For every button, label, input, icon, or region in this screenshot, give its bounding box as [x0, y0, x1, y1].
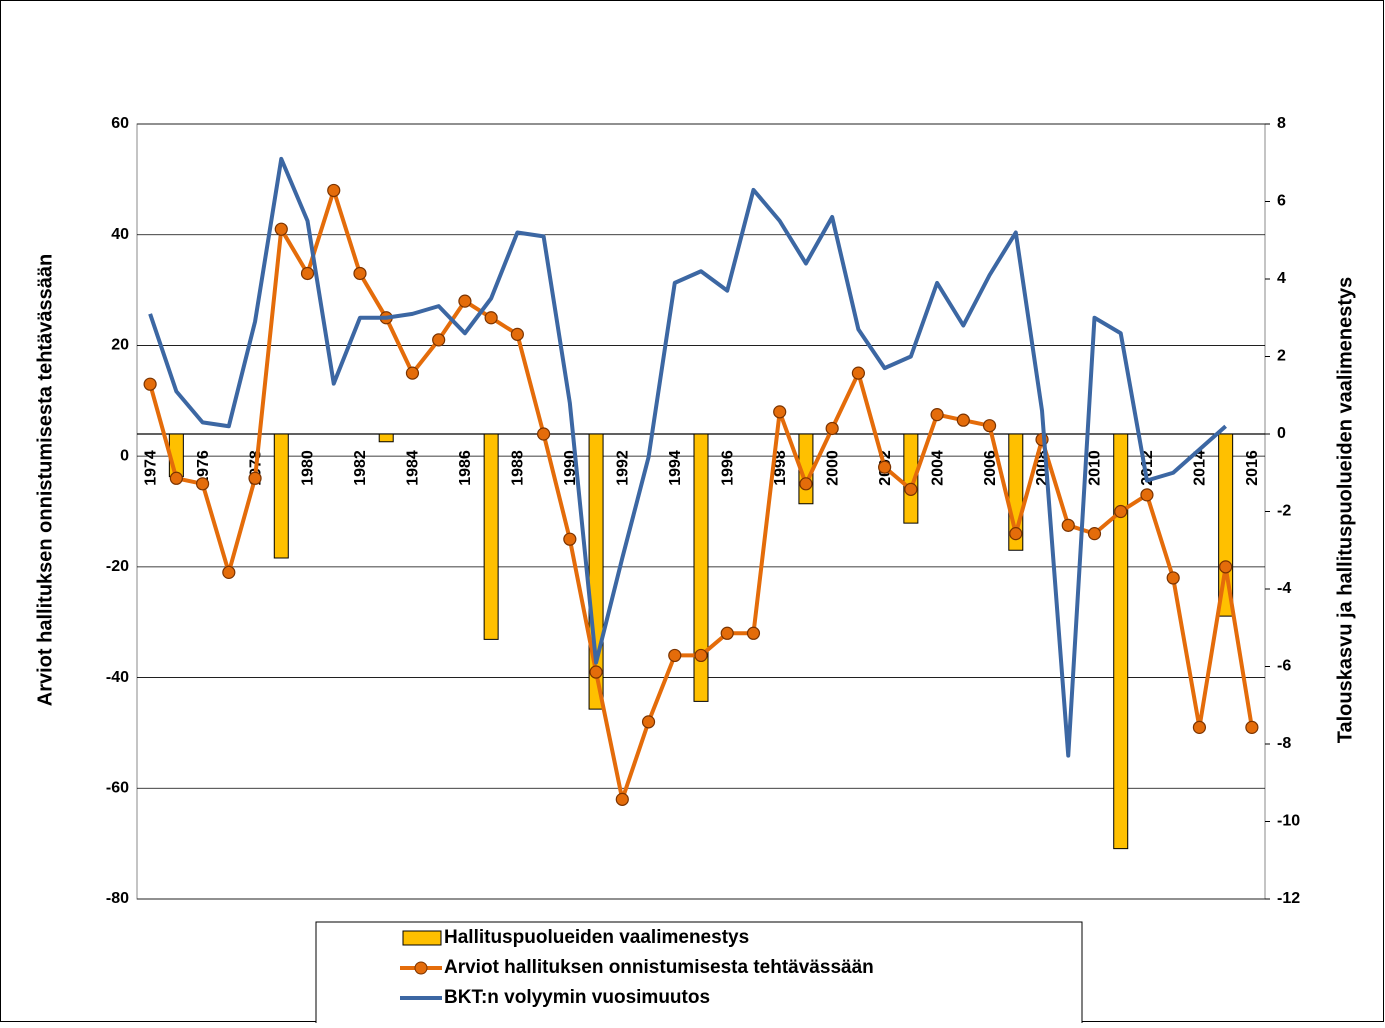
x-tick-label: 1980 — [300, 450, 317, 486]
marker — [484, 311, 498, 325]
y2-tick-label: 0 — [1277, 425, 1286, 442]
marker — [327, 183, 341, 198]
y2-tick-label: -12 — [1277, 890, 1300, 907]
y-axis-title: Arviot hallituksen onnistumisesta tehtäv… — [34, 254, 56, 706]
marker — [274, 222, 288, 236]
bar — [903, 433, 919, 524]
x-tick-label: 1994 — [667, 450, 684, 486]
y-tick-label: 60 — [111, 115, 129, 132]
marker — [563, 532, 577, 546]
bar — [1113, 433, 1129, 850]
marker — [1061, 518, 1075, 532]
marker — [1009, 527, 1023, 541]
marker — [353, 266, 367, 281]
marker — [1219, 560, 1233, 574]
y2-tick-label: 4 — [1277, 270, 1286, 287]
bar — [693, 433, 709, 702]
x-tick-label: 1988 — [510, 450, 527, 486]
marker — [904, 482, 918, 496]
legend-label: Hallituspuolueiden vaalimenestys — [444, 927, 749, 948]
y2-tick-label: -8 — [1277, 735, 1291, 752]
x-tick-label: 2004 — [929, 450, 946, 486]
marker — [982, 419, 997, 433]
x-tick-label: 2000 — [824, 450, 841, 486]
x-tick-label: 2016 — [1244, 450, 1261, 486]
marker — [1140, 488, 1154, 502]
marker — [1114, 504, 1128, 519]
marker — [1192, 720, 1207, 734]
y-tick-label: -40 — [106, 669, 129, 686]
x-tick-label: 1984 — [405, 450, 422, 486]
y-tick-label: 20 — [111, 337, 129, 354]
legend — [315, 921, 1083, 1028]
bar — [483, 433, 499, 640]
y2-tick-label: -6 — [1277, 658, 1291, 675]
marker — [720, 626, 734, 640]
marker — [878, 460, 892, 474]
marker — [222, 565, 236, 579]
y2-tick-label: 8 — [1277, 115, 1286, 132]
marker — [510, 327, 524, 341]
marker — [851, 366, 865, 380]
marker — [1087, 527, 1102, 541]
line — [148, 156, 1227, 758]
marker — [956, 413, 970, 427]
marker — [773, 405, 787, 419]
marker — [746, 626, 761, 640]
legend-label: BKT:n volyymin vuosimuutos — [444, 987, 710, 1008]
x-tick-label: 1998 — [772, 450, 789, 486]
x-tick-label: 1982 — [352, 450, 369, 486]
y2-tick-label: -2 — [1277, 503, 1291, 520]
x-tick-label: 2014 — [1192, 450, 1209, 486]
x-tick-label: 2010 — [1087, 450, 1104, 486]
marker — [1166, 571, 1180, 585]
legend-marker — [414, 961, 428, 975]
marker — [1245, 720, 1259, 734]
marker — [248, 471, 262, 485]
bar — [378, 433, 394, 443]
marker — [537, 427, 551, 441]
x-tick-label: 1986 — [457, 450, 474, 486]
marker — [405, 366, 420, 380]
marker — [641, 715, 656, 729]
y2-tick-label: -4 — [1277, 580, 1291, 597]
y-tick-label: 0 — [120, 447, 129, 464]
y-tick-label: -60 — [106, 780, 129, 797]
marker — [589, 665, 603, 679]
marker — [143, 377, 157, 391]
marker — [668, 648, 682, 663]
marker — [300, 266, 315, 281]
y-tick-label: -80 — [106, 890, 129, 907]
y2-axis-title: Talouskasvu ja hallituspuolueiden vaalim… — [1334, 277, 1356, 743]
legend-swatch — [402, 930, 442, 946]
legend-label: Arviot hallituksen onnistumisesta tehtäv… — [444, 957, 874, 978]
marker — [432, 333, 446, 347]
y-tick-label: -20 — [106, 558, 129, 575]
marker — [615, 792, 629, 806]
marker — [694, 648, 708, 663]
y-tick-label: 40 — [111, 226, 129, 243]
marker — [458, 294, 472, 308]
x-tick-label: 1996 — [719, 450, 736, 486]
marker — [195, 477, 210, 491]
y2-tick-label: 2 — [1277, 348, 1286, 365]
bar — [273, 433, 289, 559]
marker — [799, 477, 813, 491]
x-tick-label: 1974 — [142, 450, 159, 486]
x-tick-label: 1992 — [615, 450, 632, 486]
x-tick-label: 1976 — [195, 450, 212, 486]
marker — [930, 408, 944, 422]
marker — [825, 421, 839, 436]
y2-tick-label: 6 — [1277, 193, 1286, 210]
marker — [169, 471, 183, 485]
y2-tick-label: -10 — [1277, 813, 1300, 830]
x-tick-label: 2006 — [982, 450, 999, 486]
